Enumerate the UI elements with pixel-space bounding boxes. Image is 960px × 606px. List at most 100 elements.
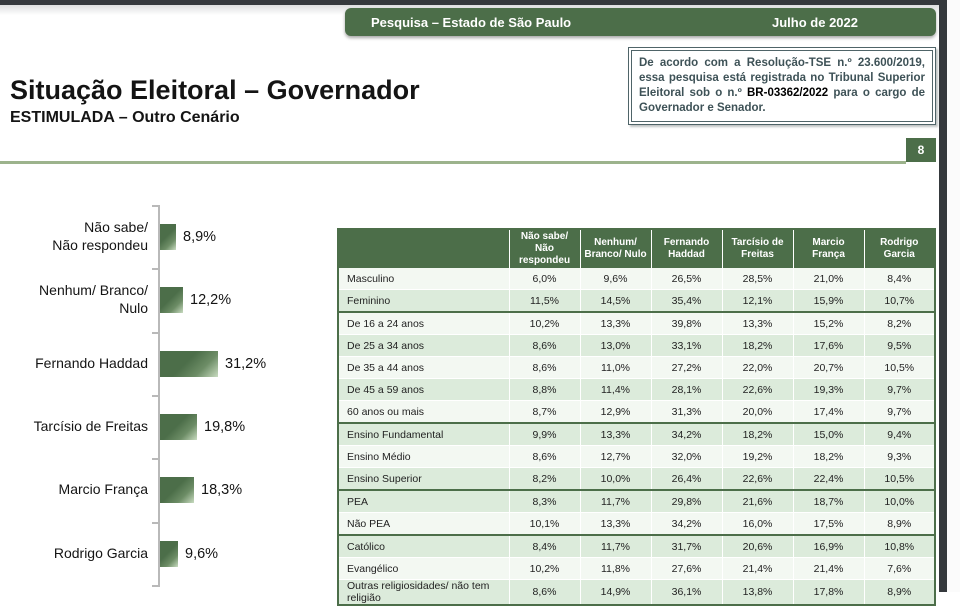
table-value-cell: 12,1% — [721, 289, 793, 313]
table-row: De 25 a 34 anos 8,6% 13,0% 33,1% 18,2% 17,6% 9… — [338, 334, 935, 357]
table-value-cell: 21,6% — [721, 490, 793, 513]
table-value-cell: 34,2% — [650, 423, 722, 446]
table-value-cell: 17,6% — [792, 334, 864, 357]
chart-axis-tick — [152, 522, 160, 524]
chart-bar-row: Marcio França 18,3% — [8, 458, 332, 521]
table-value-cell: 11,4% — [579, 378, 651, 401]
table-value-cell: 17,5% — [792, 512, 864, 536]
table-row: De 16 a 24 anos 10,2% 13,3% 39,8% 13,3% 15,2%… — [338, 312, 935, 335]
table-value-cell: 10,1% — [508, 512, 580, 536]
chart-bar-row: Fernando Haddad 31,2% — [8, 332, 332, 395]
table-row-label: Ensino Fundamental — [338, 423, 509, 446]
table-value-cell: 22,6% — [721, 378, 793, 401]
table-column-header: Tarcísio de Freitas — [721, 229, 793, 268]
table-value-cell: 14,5% — [579, 289, 651, 313]
table-value-cell: 11,7% — [579, 490, 651, 513]
table-value-cell: 9,3% — [863, 445, 935, 468]
page-number: 8 — [917, 143, 925, 157]
chart-bar — [160, 476, 194, 503]
table-value-cell: 12,9% — [579, 400, 651, 424]
table-row-label: Ensino Superior — [338, 467, 509, 491]
table-value-cell: 13,3% — [579, 423, 651, 446]
table-value-cell: 15,2% — [792, 312, 864, 335]
table-row-label: De 35 a 44 anos — [338, 356, 509, 379]
table-row: Outras religiosidades/ não tem religião 8… — [338, 579, 935, 606]
table-row: 60 anos ou mais 8,7% 12,9% 31,3% 20,0% 17,4% 9… — [338, 400, 935, 424]
chart-axis-tick — [152, 458, 160, 460]
table-value-cell: 10,7% — [863, 289, 935, 313]
window-top-edge — [0, 0, 960, 5]
banner-survey-title: Pesquisa – Estado de São Paulo — [371, 14, 572, 30]
table-value-cell: 18,7% — [792, 490, 864, 513]
table-value-cell: 15,0% — [792, 423, 864, 446]
table-value-cell: 28,5% — [721, 268, 793, 290]
governor-bar-chart: Não sabe/Não respondeu 8,9% Nenhum/ Branco… — [8, 205, 332, 587]
table-value-cell: 26,5% — [650, 268, 722, 290]
table-value-cell: 10,2% — [508, 312, 580, 335]
table-value-cell: 20,0% — [721, 400, 793, 424]
table-value-cell: 13,8% — [721, 579, 793, 606]
table-value-cell: 9,6% — [579, 268, 651, 290]
chart-category-label: Rodrigo Garcia — [53, 544, 148, 561]
table-value-cell: 10,8% — [863, 535, 935, 558]
window-right-edge — [939, 0, 947, 592]
table-value-cell: 27,6% — [650, 557, 722, 580]
table-value-cell: 29,8% — [650, 490, 722, 513]
table-value-cell: 17,4% — [792, 400, 864, 424]
table-value-cell: 21,4% — [721, 557, 793, 580]
table-row-label: De 16 a 24 anos — [338, 312, 509, 335]
table-row-label: Católico — [338, 535, 509, 558]
table-value-cell: 8,4% — [508, 535, 580, 558]
table-value-cell: 10,5% — [863, 467, 935, 491]
table-value-cell: 9,7% — [863, 400, 935, 424]
table-value-cell: 22,0% — [721, 356, 793, 379]
table-row: Não PEA 10,1% 13,3% 34,2% 16,0% 17,5% 8,9% — [338, 512, 935, 536]
table-value-cell: 7,6% — [863, 557, 935, 580]
table-column-header: Rodrigo Garcia — [863, 229, 935, 268]
title-block: Situação Eleitoral – Governador ESTIMULA… — [10, 75, 610, 127]
table-row: Ensino Fundamental 9,9% 13,3% 34,2% 18,2% 15,… — [338, 423, 935, 446]
table-value-cell: 31,3% — [650, 400, 722, 424]
table-value-cell: 10,5% — [863, 356, 935, 379]
table-value-cell: 31,7% — [650, 535, 722, 558]
table-value-cell: 32,0% — [650, 445, 722, 468]
table-value-cell: 12,7% — [579, 445, 651, 468]
table-row-label: PEA — [338, 490, 509, 513]
chart-category-label: Não sabe/Não respondeu — [52, 219, 148, 253]
table-row: PEA 8,3% 11,7% 29,8% 21,6% 18,7% 10,0% — [338, 490, 935, 513]
table-value-cell: 8,9% — [863, 512, 935, 536]
table-value-cell: 13,3% — [579, 512, 651, 536]
table-row-label: Outras religiosidades/ não tem religião — [338, 579, 509, 606]
tse-registration-box: De acordo com a Resolução-TSE n.º 23.600… — [628, 47, 936, 125]
table-value-cell: 20,6% — [721, 535, 793, 558]
table-value-cell: 9,7% — [863, 378, 935, 401]
chart-bar-row: Tarcísio de Freitas 19,8% — [8, 395, 332, 458]
chart-bar — [160, 223, 176, 250]
table-corner-cell — [338, 229, 509, 268]
table-value-cell: 8,6% — [508, 445, 580, 468]
chart-bar — [160, 413, 197, 440]
tse-registration-number: BR-03362/2022 — [747, 86, 829, 99]
table-row: Masculino 6,0% 9,6% 26,5% 28,5% 21,0% 8,4% — [338, 268, 935, 290]
chart-axis-tick — [152, 268, 160, 270]
table-value-cell: 8,4% — [863, 268, 935, 290]
table-value-cell: 9,4% — [863, 423, 935, 446]
chart-category-label: Nenhum/ Branco/Nulo — [39, 282, 148, 316]
chart-axis-tick — [152, 205, 160, 207]
table-column-header: Nenhum/ Branco/ Nulo — [579, 229, 651, 268]
chart-value-label: 12,2% — [190, 291, 232, 308]
table-value-cell: 22,4% — [792, 467, 864, 491]
table-header-row: Não sabe/ Não respondeu Nenhum/ Branco/ N… — [338, 229, 935, 268]
table-value-cell: 17,8% — [792, 579, 864, 606]
chart-value-label: 8,9% — [183, 228, 217, 245]
table-value-cell: 21,4% — [792, 557, 864, 580]
table-value-cell: 34,2% — [650, 512, 722, 536]
table-value-cell: 20,7% — [792, 356, 864, 379]
chart-value-label: 9,6% — [185, 545, 219, 562]
table-value-cell: 8,8% — [508, 378, 580, 401]
table-row-label: Ensino Médio — [338, 445, 509, 468]
table-value-cell: 33,1% — [650, 334, 722, 357]
chart-axis-tick — [152, 585, 160, 587]
page-subtitle: ESTIMULADA – Outro Cenário — [10, 108, 240, 126]
table-value-cell: 11,5% — [508, 289, 580, 313]
